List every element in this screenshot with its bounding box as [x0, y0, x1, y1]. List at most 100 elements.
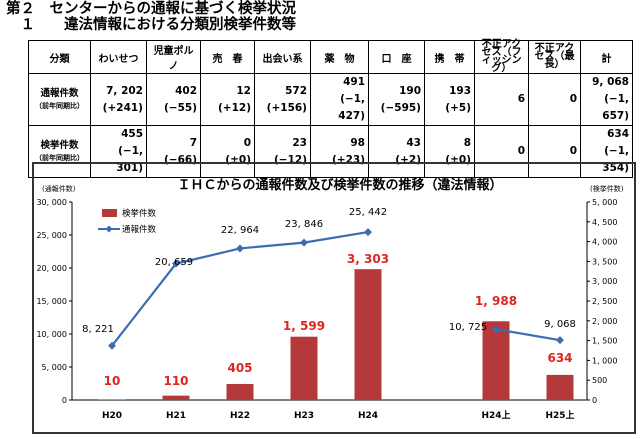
right-tick-label: 1, 000 [592, 356, 617, 365]
bar-data-label: 110 [163, 374, 188, 388]
bar-data-label: 1, 599 [283, 319, 325, 333]
table-cell: 0 [528, 125, 581, 178]
bar [226, 383, 254, 400]
table-header-row: 分類 わいせつ 児童ポルノ 売 春 出会い系 薬 物 口 座 携 帯 不正アクセ… [28, 40, 633, 74]
x-tick-label: H23 [294, 411, 314, 421]
table-cell: 7, 202 (+241) [90, 73, 147, 126]
bar [162, 395, 190, 400]
line-point [108, 341, 116, 350]
row-label: 検挙件数 （前年同期比） [28, 125, 91, 178]
x-tick-label: H21 [166, 411, 186, 421]
bar [290, 336, 318, 400]
subsection-title: １ 違法情報における分類別検挙件数等 [6, 17, 296, 33]
cell-value: 634 [607, 128, 629, 140]
cell-value: 455 [121, 128, 143, 140]
cell-value: 193 [449, 84, 471, 97]
line-point [492, 325, 500, 334]
cell-change: (+241) [102, 101, 143, 114]
right-tick-label: 5, 000 [592, 198, 617, 207]
table-cell: 572 (+156) [254, 73, 311, 126]
cell-value: 0 [569, 145, 577, 157]
table-cell: 491 (−1, 427) [310, 73, 369, 126]
header-cell: 計 [580, 40, 633, 74]
line-data-label: 23, 846 [285, 219, 323, 230]
cell-value: 43 [406, 136, 421, 149]
bar [354, 269, 382, 400]
cell-value: 0 [517, 145, 525, 157]
table-cell: 6 [474, 73, 529, 126]
cell-value: 23 [292, 136, 307, 149]
row-label-sub: （前年同期比） [35, 101, 84, 110]
x-tick-label: H25上 [545, 409, 574, 421]
legend-line-label: 通報件数 [122, 224, 157, 235]
cell-value: 0 [569, 93, 577, 105]
section-title: 第２ センターからの通報に基づく検挙状況 [6, 1, 296, 17]
right-tick-label: 4, 000 [592, 238, 617, 247]
bar-data-label: 405 [227, 361, 252, 375]
cell-change: (+5) [445, 101, 471, 114]
x-tick-label: H20 [102, 411, 122, 421]
table-cell: 12 (+12) [200, 73, 255, 126]
line-point [556, 336, 564, 345]
cell-value: 7, 202 [106, 84, 143, 97]
table-cell: 193 (+5) [424, 73, 475, 126]
line-point [300, 238, 308, 247]
right-tick-label: 0 [592, 396, 597, 405]
cell-change: (−1, 354) [602, 145, 629, 174]
cell-value: 572 [285, 84, 307, 97]
legend-line-marker [105, 225, 113, 233]
cell-change: (+12) [217, 101, 251, 114]
bar [546, 374, 574, 400]
line-point [172, 259, 180, 268]
cell-value: 12 [236, 84, 251, 97]
bar-data-label: 634 [547, 351, 572, 365]
left-axis-label: (通報件数) [42, 184, 76, 193]
line-data-label: 10, 725 [449, 322, 487, 333]
line-data-label: 20, 659 [155, 257, 193, 268]
cell-change: (−1, 657) [602, 93, 629, 122]
left-tick-label: 0 [62, 396, 67, 405]
cell-change: (+156) [266, 101, 307, 114]
right-axis-label: (検挙件数) [590, 184, 624, 193]
left-tick-label: 10, 000 [36, 330, 67, 339]
bar-data-label: 1, 988 [475, 294, 517, 308]
header-cell: わいせつ [90, 40, 147, 74]
line-data-label: 8, 221 [82, 324, 114, 335]
table-cell: 8 (±0) [424, 125, 475, 178]
bar [482, 321, 510, 400]
line-data-label: 9, 068 [544, 319, 576, 330]
right-tick-label: 2, 500 [592, 297, 617, 306]
line-data-label: 25, 442 [349, 207, 387, 218]
bar-data-label: 3, 303 [347, 252, 389, 266]
legend-bar-label: 検挙件数 [122, 208, 157, 219]
row-label-sub: （前年同期比） [35, 153, 84, 162]
cell-value: 8 [463, 136, 471, 149]
left-tick-label: 5, 000 [42, 363, 67, 372]
cell-change: (−595) [380, 101, 421, 114]
header-cell: 薬 物 [310, 40, 369, 74]
right-tick-label: 500 [592, 376, 607, 385]
table-cell: 0 (±0) [200, 125, 255, 178]
table-cell: 455 (−1, 301) [90, 125, 147, 178]
x-tick-label: H22 [230, 411, 250, 421]
cell-change: (−1, 427) [338, 93, 365, 122]
header-cell: 分類 [28, 40, 91, 74]
left-tick-label: 20, 000 [36, 264, 67, 273]
cell-change: (−1, 301) [116, 145, 143, 174]
bar-data-label: 10 [104, 374, 121, 388]
right-tick-label: 4, 500 [592, 218, 617, 227]
chart-frame [32, 162, 636, 434]
cell-value: 98 [350, 136, 365, 149]
left-tick-label: 15, 000 [36, 297, 67, 306]
cell-value: 491 [343, 76, 365, 88]
line-point [364, 228, 372, 237]
cell-value: 6 [517, 93, 525, 105]
x-tick-label: H24 [358, 411, 378, 421]
right-tick-label: 3, 500 [592, 257, 617, 266]
line-data-label: 22, 964 [221, 225, 259, 236]
table-cell: 634 (−1, 354) [580, 125, 633, 178]
left-tick-label: 25, 000 [36, 231, 67, 240]
cell-value: 0 [243, 136, 251, 149]
row-label: 通報件数 （前年同期比） [28, 73, 91, 126]
